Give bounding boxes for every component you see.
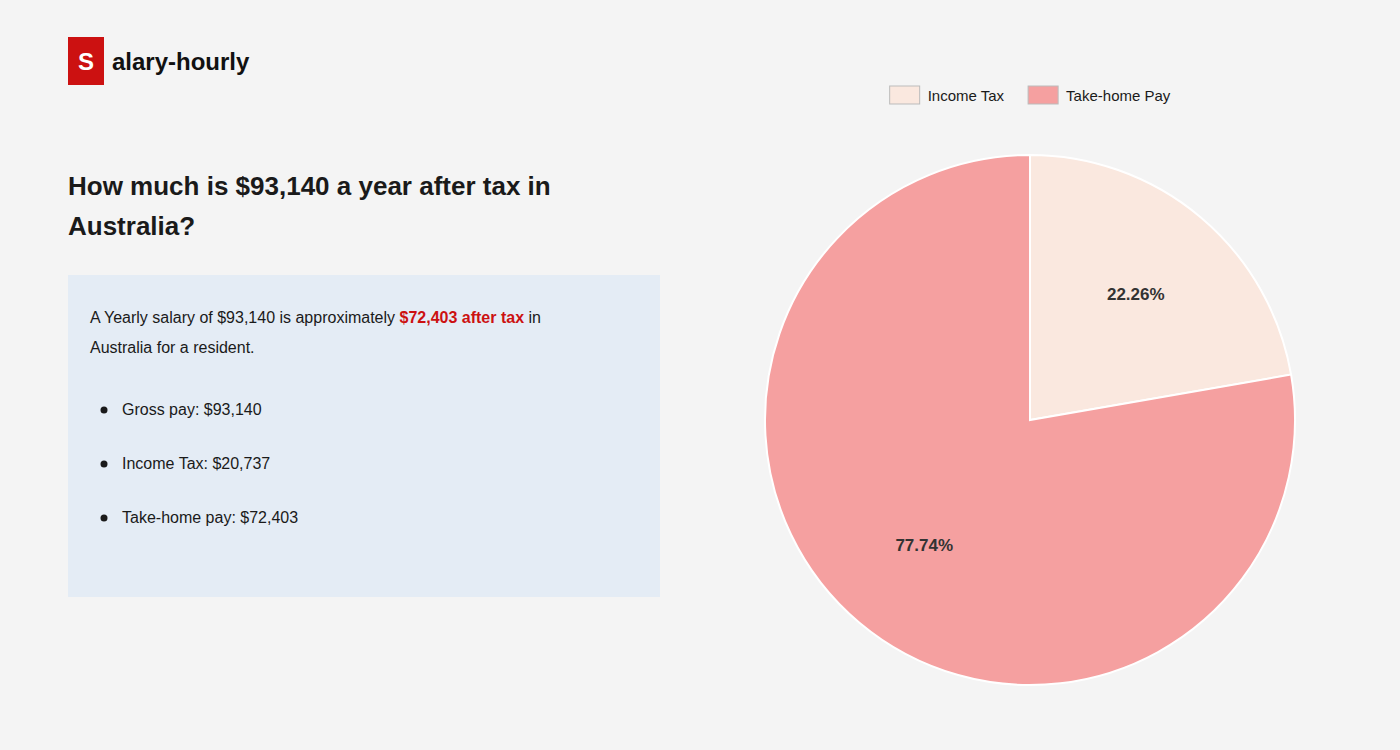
canvas: Salary-hourly How much is $93,140 a year …	[0, 0, 1400, 750]
title-line: Australia?	[68, 211, 195, 241]
chart-container: Salary-hourly How much is $93,140 a year …	[0, 0, 1400, 750]
info-box	[68, 275, 660, 597]
background	[0, 0, 1400, 750]
legend: Income Tax Take-home Pay	[890, 86, 1171, 104]
legend-label: Income Tax	[928, 87, 1005, 104]
info-line: A Yearly salary of $93,140 is approximat…	[90, 309, 541, 326]
text-panel: Salary-hourly How much is $93,140 a year …	[68, 37, 660, 597]
logo-letter: S	[78, 48, 94, 75]
info-text: Australia for a resident.	[90, 339, 255, 356]
logo-box	[68, 37, 104, 85]
legend-item: Take-home Pay	[1028, 86, 1171, 104]
title: How much is $93,140 a year after tax in A…	[68, 171, 551, 241]
pie-slice	[765, 155, 1295, 685]
bullet-text: Gross pay: $93,140	[122, 401, 262, 418]
title-line: How much is $93,140 a year after tax in	[68, 171, 551, 201]
legend-label: Take-home Pay	[1066, 87, 1171, 104]
legend-swatch	[1028, 86, 1058, 104]
legend-swatch	[890, 86, 920, 104]
logo-text: alary-hourly	[112, 48, 250, 75]
info-highlight: $72,403 after tax	[400, 309, 525, 326]
pie: 22.26% 77.74%	[765, 155, 1295, 685]
bullet-dot	[101, 515, 108, 522]
bullet-dot	[101, 461, 108, 468]
bullet-text: Income Tax: $20,737	[122, 455, 270, 472]
bullet-dot	[101, 407, 108, 414]
pie-slice	[1030, 155, 1291, 420]
bullet-text: Take-home pay: $72,403	[122, 509, 298, 526]
legend-item: Income Tax	[890, 86, 1005, 104]
info-text: in	[524, 309, 541, 326]
info-text: A Yearly salary of $93,140 is approximat…	[90, 309, 400, 326]
data-label: 22.26%	[1107, 285, 1165, 304]
data-label: 77.74%	[895, 536, 953, 555]
